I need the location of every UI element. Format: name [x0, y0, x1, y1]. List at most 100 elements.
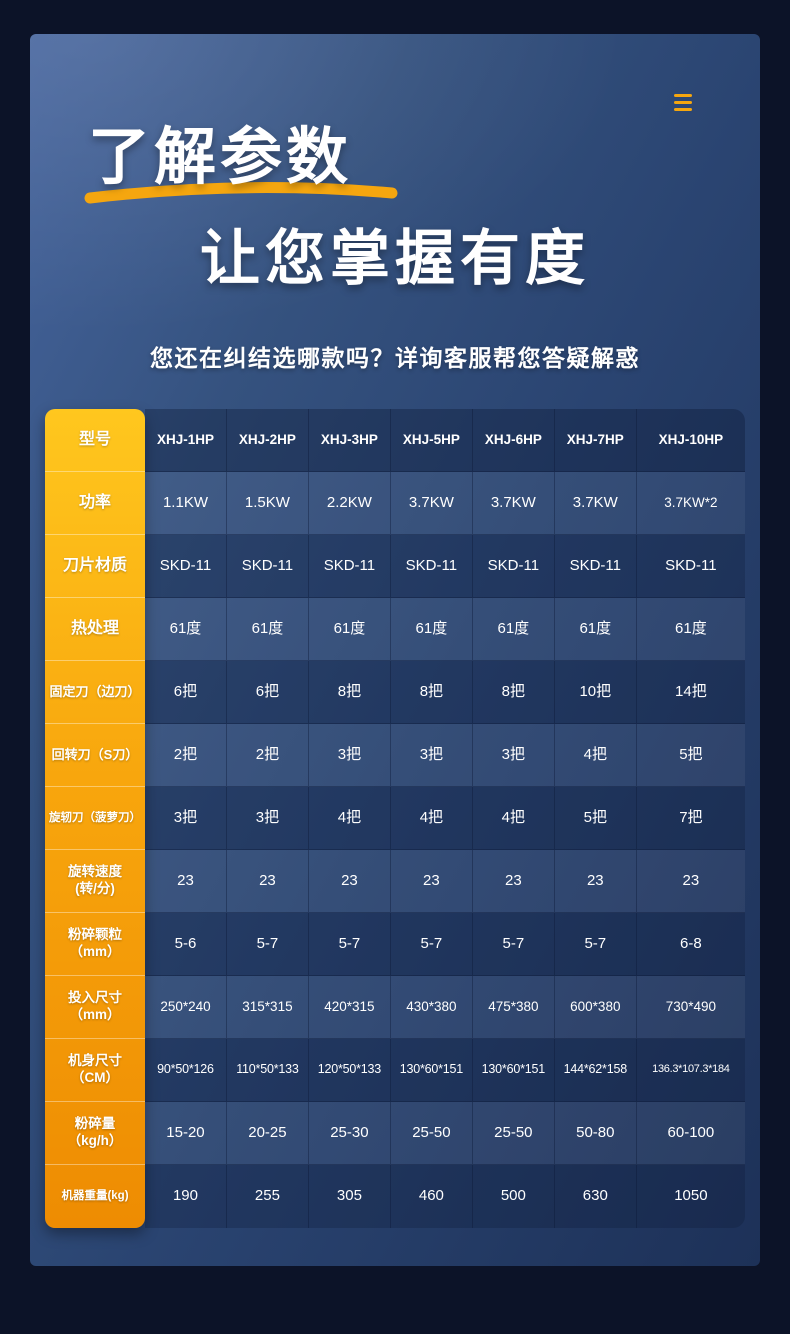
hamburger-bar — [674, 108, 692, 111]
spec-value: 120*50*133 — [308, 1039, 391, 1102]
spec-value: 8把 — [472, 661, 555, 724]
row-label: 热处理 — [45, 598, 145, 661]
content-panel: 了解参数 让您掌握有度 您还在纠结选哪款吗？详询客服帮您答疑解惑 型号 XHJ-1… — [30, 34, 760, 1266]
spec-value: 90*50*126 — [145, 1039, 227, 1102]
spec-value: XHJ-10HP — [636, 409, 745, 472]
spec-value: SKD-11 — [554, 535, 637, 598]
spec-value: 23 — [226, 850, 309, 913]
spec-value: 5-6 — [145, 913, 227, 976]
spec-value: 14把 — [636, 661, 745, 724]
table-row: 固定刀（边刀） 6把 6把 8把 8把 8把 10把 14把 — [45, 661, 745, 724]
spec-value: 23 — [308, 850, 391, 913]
row-label: 旋轫刀（菠萝刀） — [45, 787, 145, 850]
title-block: 了解参数 让您掌握有度 — [30, 34, 760, 297]
spec-value: 4把 — [390, 787, 473, 850]
row-label: 粉碎颗粒 （mm） — [45, 913, 145, 976]
row-label: 刀片材质 — [45, 535, 145, 598]
spec-value: XHJ-1HP — [145, 409, 227, 472]
spec-value: 4把 — [472, 787, 555, 850]
spec-value: 250*240 — [145, 976, 227, 1039]
spec-value: 23 — [472, 850, 555, 913]
spec-value: 4把 — [554, 724, 637, 787]
spec-value: SKD-11 — [636, 535, 745, 598]
spec-value: XHJ-3HP — [308, 409, 391, 472]
spec-value: 10把 — [554, 661, 637, 724]
spec-value: 430*380 — [390, 976, 473, 1039]
spec-value: XHJ-6HP — [472, 409, 555, 472]
spec-value: 2把 — [145, 724, 227, 787]
row-label: 投入尺寸 （mm） — [45, 976, 145, 1039]
row-label: 回转刀（S刀） — [45, 724, 145, 787]
spec-value: 5-7 — [308, 913, 391, 976]
spec-value: 3.7KW — [554, 472, 637, 535]
table-row: 功率 1.1KW 1.5KW 2.2KW 3.7KW 3.7KW 3.7KW 3.7KW*2 — [45, 472, 745, 535]
spec-value: 305 — [308, 1165, 391, 1228]
spec-value: 1.1KW — [145, 472, 227, 535]
spec-value: 5-7 — [554, 913, 637, 976]
spec-value: 3.7KW*2 — [636, 472, 745, 535]
spec-value: 7把 — [636, 787, 745, 850]
spec-table: 型号 XHJ-1HP XHJ-2HP XHJ-3HP XHJ-5HP XHJ-6HP XHJ… — [45, 409, 745, 1228]
spec-value: 730*490 — [636, 976, 745, 1039]
spec-value: 475*380 — [472, 976, 555, 1039]
spec-value: 3.7KW — [390, 472, 473, 535]
spec-value: 2把 — [226, 724, 309, 787]
spec-value: SKD-11 — [308, 535, 391, 598]
spec-value: 5把 — [636, 724, 745, 787]
hamburger-bar — [674, 94, 692, 97]
spec-value: 61度 — [145, 598, 227, 661]
spec-value: 23 — [390, 850, 473, 913]
table-row: 旋转速度 (转/分) 23 23 23 23 23 23 23 — [45, 850, 745, 913]
row-label: 粉碎量 （kg/h） — [45, 1102, 145, 1165]
spec-value: 61度 — [226, 598, 309, 661]
spec-value: 1050 — [636, 1165, 745, 1228]
spec-value: 144*62*158 — [554, 1039, 637, 1102]
spec-value: 8把 — [308, 661, 391, 724]
spec-value: 6-8 — [636, 913, 745, 976]
spec-value: 5-7 — [472, 913, 555, 976]
spec-value: SKD-11 — [472, 535, 555, 598]
spec-value: 500 — [472, 1165, 555, 1228]
spec-value: XHJ-2HP — [226, 409, 309, 472]
spec-value: 3把 — [145, 787, 227, 850]
spec-value: 50-80 — [554, 1102, 637, 1165]
spec-value: 130*60*151 — [390, 1039, 473, 1102]
spec-value: 420*315 — [308, 976, 391, 1039]
spec-value: 25-50 — [390, 1102, 473, 1165]
spec-value: 5-7 — [390, 913, 473, 976]
table-row: 投入尺寸 （mm） 250*240 315*315 420*315 430*380 475… — [45, 976, 745, 1039]
spec-value: 15-20 — [145, 1102, 227, 1165]
spec-value: 20-25 — [226, 1102, 309, 1165]
spec-value: 136.3*107.3*184 — [636, 1039, 745, 1102]
row-label: 旋转速度 (转/分) — [45, 850, 145, 913]
spec-value: 255 — [226, 1165, 309, 1228]
table-row: 机器重量(kg) 190 255 305 460 500 630 1050 — [45, 1165, 745, 1228]
spec-value: 1.5KW — [226, 472, 309, 535]
spec-value: 8把 — [390, 661, 473, 724]
row-label: 型号 — [45, 409, 145, 472]
hamburger-menu-icon[interactable] — [674, 94, 692, 115]
spec-value: 23 — [145, 850, 227, 913]
table-row: 粉碎量 （kg/h） 15-20 20-25 25-30 25-50 25-50 50-80… — [45, 1102, 745, 1165]
row-label: 功率 — [45, 472, 145, 535]
spec-value: 4把 — [308, 787, 391, 850]
table-row: 刀片材质 SKD-11 SKD-11 SKD-11 SKD-11 SKD-11 SKD-11… — [45, 535, 745, 598]
spec-value: 2.2KW — [308, 472, 391, 535]
spec-value: 3把 — [226, 787, 309, 850]
spec-value: 5-7 — [226, 913, 309, 976]
spec-value: 6把 — [145, 661, 227, 724]
spec-value: XHJ-5HP — [390, 409, 473, 472]
row-label: 机器重量(kg) — [61, 1190, 129, 1203]
spec-value: 25-50 — [472, 1102, 555, 1165]
spec-value: 6把 — [226, 661, 309, 724]
spec-value: 110*50*133 — [226, 1039, 309, 1102]
page-title-line2: 让您掌握有度 — [200, 225, 590, 292]
spec-value: SKD-11 — [145, 535, 227, 598]
table-row: 粉碎颗粒 （mm） 5-6 5-7 5-7 5-7 5-7 5-7 6-8 — [45, 913, 745, 976]
spec-value: 61度 — [472, 598, 555, 661]
table-row: 型号 XHJ-1HP XHJ-2HP XHJ-3HP XHJ-5HP XHJ-6HP XHJ… — [45, 409, 745, 472]
spec-value: 630 — [554, 1165, 637, 1228]
spec-value: SKD-11 — [390, 535, 473, 598]
spec-value: 23 — [554, 850, 637, 913]
spec-value: 61度 — [636, 598, 745, 661]
